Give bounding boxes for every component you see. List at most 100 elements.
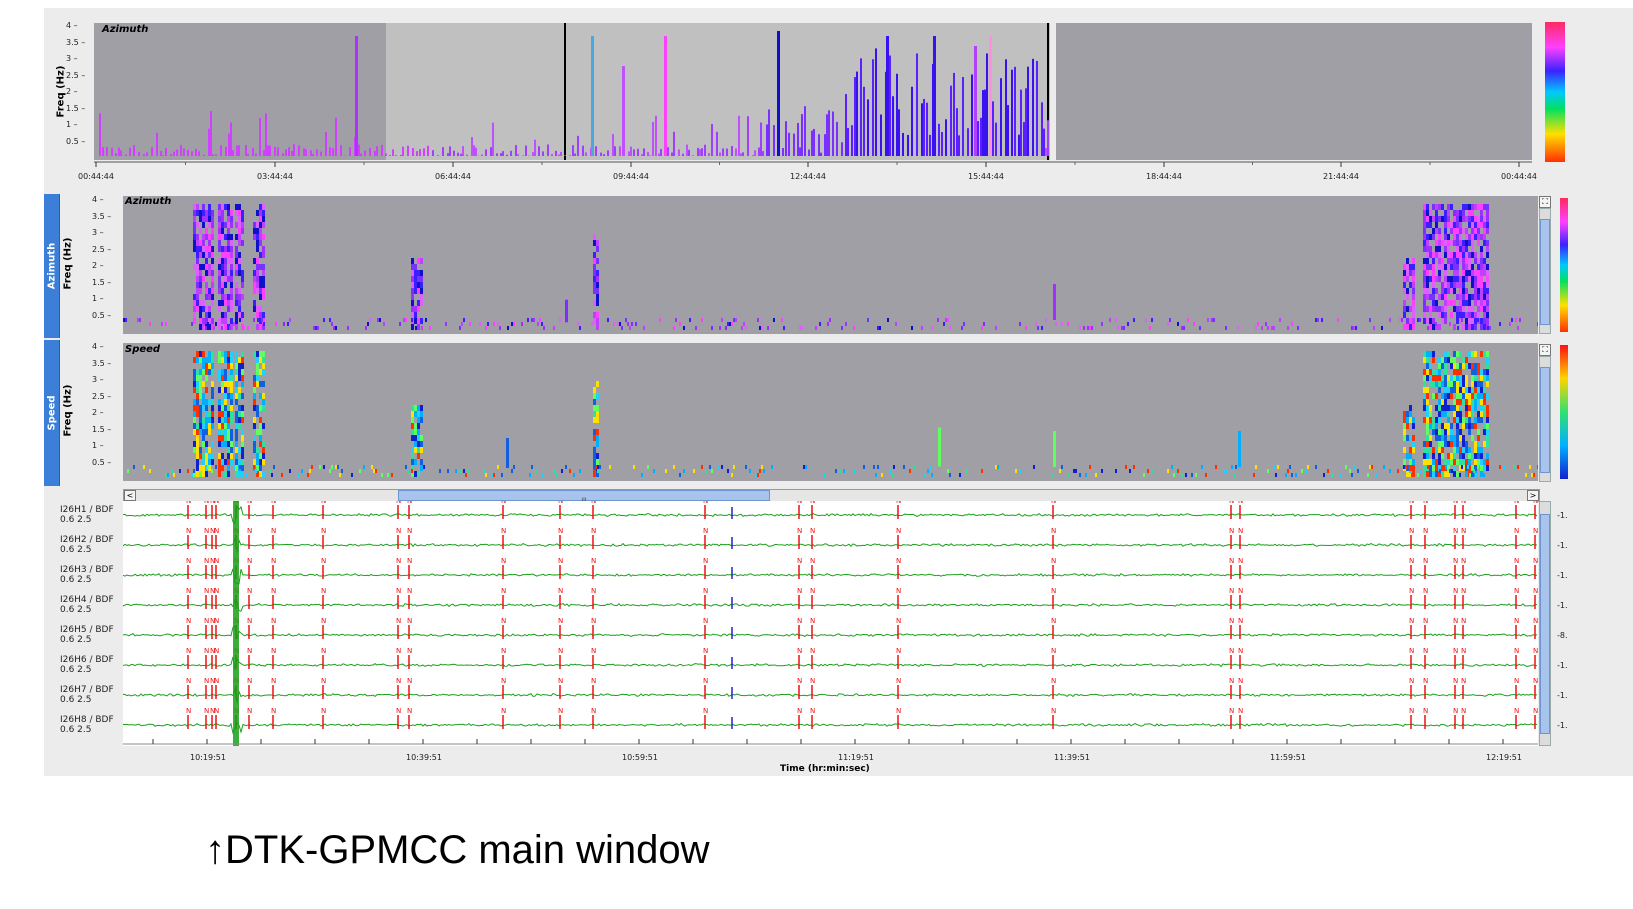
waveform-vertical-scrollbar[interactable] [1539,501,1551,746]
azimuth_panel-ytick: 2 – [92,261,104,270]
pick-label: N [186,647,191,655]
pick-label: N [247,587,252,595]
azimuth_panel-ytick: 4 – [92,195,104,204]
scroll-left-button[interactable]: < [124,490,136,501]
tab-speed[interactable]: Speed [44,340,60,486]
amplitude-label: -1. [1557,661,1568,670]
azimuth_panel-ytick: 2.5 – [92,244,112,254]
pick-label: N [1409,587,1414,595]
pick-label: N [558,617,563,625]
amplitude-label: -1. [1557,571,1568,580]
pick-label: N [797,557,802,565]
pick-label: N [591,501,596,505]
pick-label: N [210,707,215,715]
speed-colorbar [1560,345,1568,479]
station-name: I26H7 / BDF [60,685,114,695]
pick-label: N [321,501,326,505]
pick-label: N [1051,527,1056,535]
pick-label: N [214,677,219,685]
pick-label: N [271,527,276,535]
pick-label: N [1423,707,1428,715]
speed_panel-ytick: 0.5 – [92,457,112,467]
pick-label: N [247,707,252,715]
pick-label: N [210,617,215,625]
overview-ytick: 0.5 – [66,136,86,146]
overview-ytick: 2 – [66,87,78,96]
pick-label: N [1461,527,1466,535]
amplitude-label: -1. [1557,511,1568,520]
waveform-traces[interactable]: N N N N N N N N N N N N N N N N N N N N N N N N N N N N N N N N N N N N N N N N… [123,501,1538,746]
pick-label: N [797,617,802,625]
pick-label: N [810,587,815,595]
overview-ytick: 4 – [66,21,78,30]
pick-label: N [210,677,215,685]
speed-maximize-button[interactable]: ⛶ [1539,344,1551,356]
speed-spectrogram[interactable] [123,343,1538,481]
station-name: I26H4 / BDF [60,595,114,605]
waveform-trace [123,537,1538,553]
pick-label: N [703,617,708,625]
pick-label: N [1238,707,1243,715]
azimuth-scroll-thumb[interactable] [1540,219,1550,325]
azimuth-spectrogram[interactable] [123,196,1538,334]
waveform-trace [123,505,1538,525]
pick-label: N [396,557,401,565]
pick-label: N [1229,587,1234,595]
waveform-scroll-thumb[interactable] [1540,514,1550,734]
waveform-xtick: 11:39:51 [1054,753,1090,762]
speed_panel-ytick: 1.5 – [92,424,112,434]
overview-spectrogram[interactable] [44,10,1633,190]
pick-label: N [591,707,596,715]
pick-label: N [210,527,215,535]
azimuth_panel-ytick: 1 – [92,294,104,303]
pick-label: N [271,617,276,625]
pick-label: N [1514,617,1519,625]
overview-ytick: 1.5 – [66,103,86,113]
pick-label: N [591,557,596,565]
pick-label: N [1229,707,1234,715]
tab-azimuth[interactable]: Azimuth [44,194,60,338]
pick-label: N [591,617,596,625]
tab-azimuth-label: Azimuth [46,242,57,290]
pick-label: N [558,557,563,565]
pick-label: N [321,617,326,625]
overview-xtick: 12:44:44 [790,172,826,181]
pick-label: N [501,501,506,505]
pick-label: N [1238,527,1243,535]
scroll-right-button[interactable]: > [1527,490,1539,501]
pick-label: N [204,677,209,685]
pick-label: N [396,707,401,715]
waveform-trace [123,625,1538,640]
station-band: 0.6 2.5 [60,515,92,525]
pick-label: N [896,501,901,505]
pick-label: N [558,587,563,595]
station-label: I26H4 / BDF 0.6 2.5 [60,595,114,615]
pick-label: N [1453,527,1458,535]
pick-label: N [703,587,708,595]
pick-label: N [703,557,708,565]
pick-label: N [797,647,802,655]
speed-scroll-thumb[interactable] [1540,367,1550,473]
speed_panel-ytick: 3 – [92,375,104,384]
station-label: I26H2 / BDF 0.6 2.5 [60,535,114,555]
pick-label: N [1229,647,1234,655]
overview-ytick: 1 – [66,120,78,129]
time-scroll-thumb[interactable]: III [398,490,770,504]
pick-label: N [1533,527,1538,535]
station-label: I26H8 / BDF 0.6 2.5 [60,715,114,735]
overview-ytick: 2.5 – [66,70,86,80]
pick-label: N [810,677,815,685]
azimuth-maximize-button[interactable]: ⛶ [1539,196,1551,208]
pick-label: N [247,557,252,565]
azimuth-vertical-scrollbar[interactable] [1539,208,1551,334]
pick-label: N [1533,587,1538,595]
pick-label: N [810,617,815,625]
station-band: 0.6 2.5 [60,665,92,675]
pick-label: N [210,557,215,565]
overview-xtick: 00:44:44 [1501,172,1537,181]
waveform-trace [123,688,1538,704]
waveform-xtick: 10:19:51 [190,753,226,762]
pick-label: N [407,617,412,625]
speed-vertical-scrollbar[interactable] [1539,356,1551,482]
pick-label: N [271,587,276,595]
